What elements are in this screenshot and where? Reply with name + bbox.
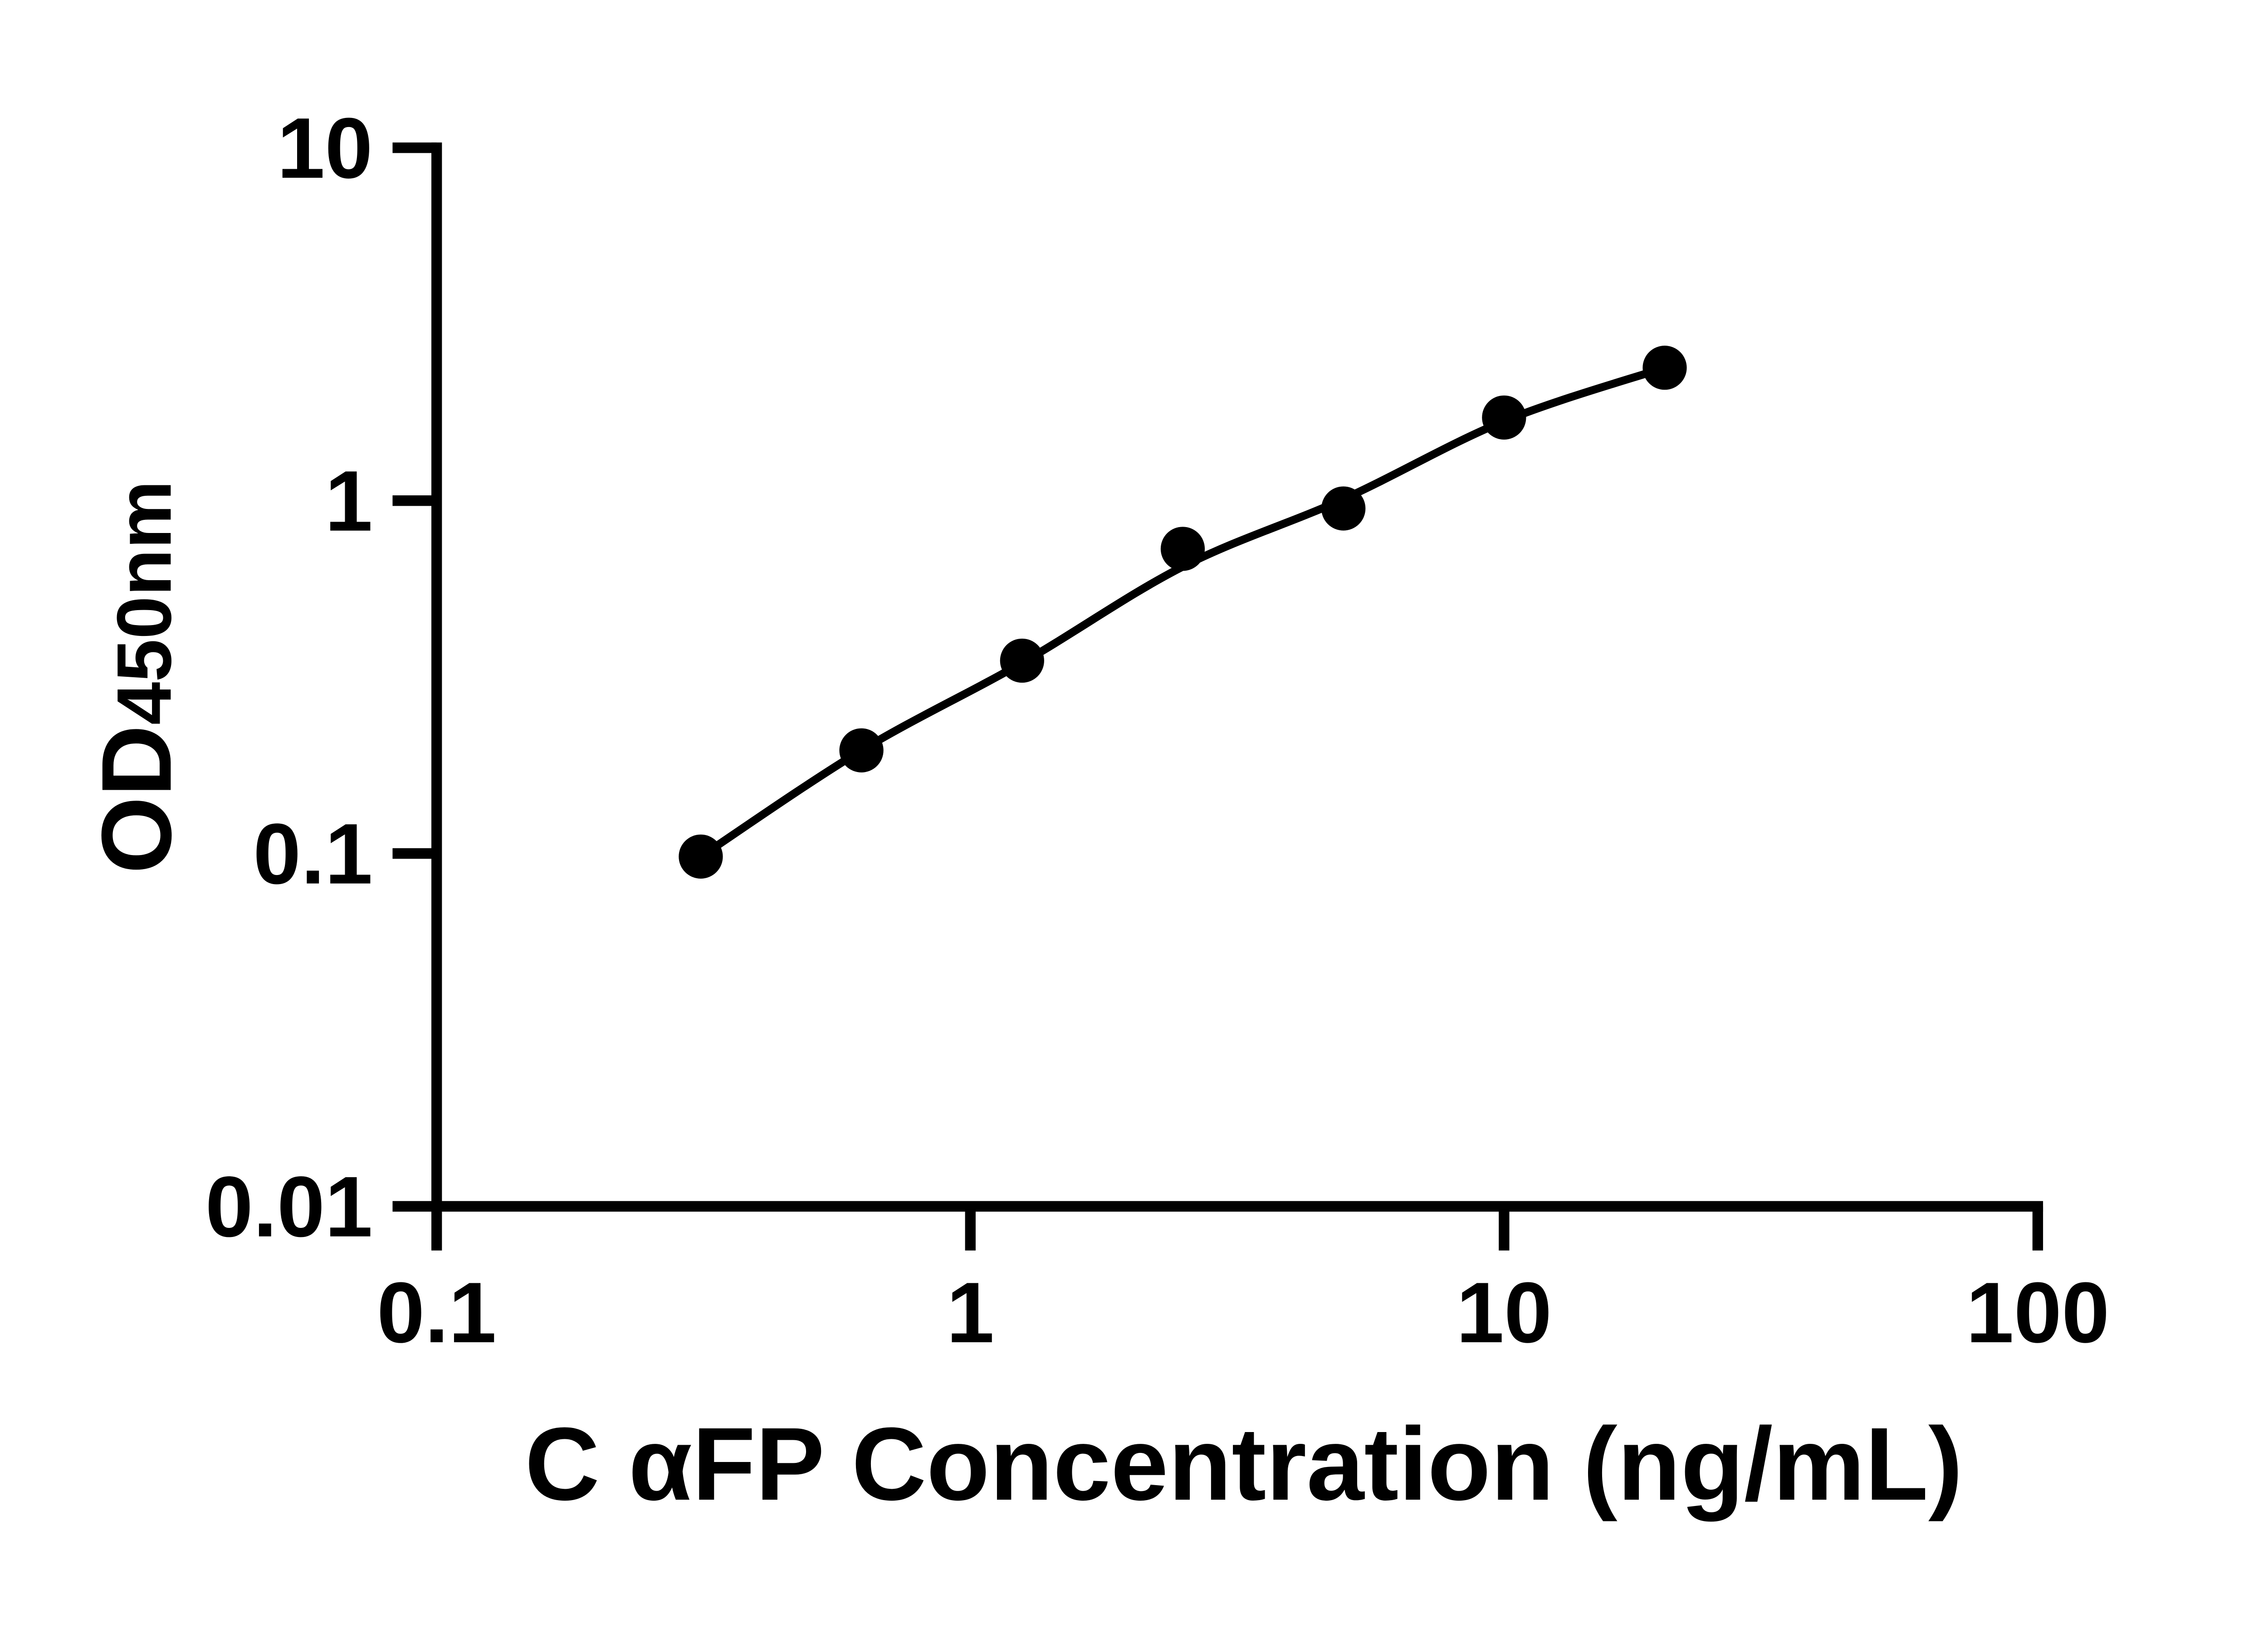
x-tick-label: 10 — [1456, 1265, 1552, 1361]
x-axis-title: C αFP Concentration (ng/mL) — [525, 1406, 1963, 1522]
fit-curve-path — [697, 363, 1669, 861]
y-tick-label: 10 — [277, 100, 373, 196]
data-point — [679, 834, 723, 879]
y-tick-label: 0.1 — [253, 806, 373, 902]
data-points — [679, 346, 1687, 879]
y-axis-title: OD450nm — [81, 480, 192, 874]
data-point — [1642, 346, 1687, 390]
y-tick-label: 0.01 — [205, 1159, 373, 1255]
data-point — [1000, 638, 1044, 683]
x-tick-label: 0.1 — [377, 1265, 497, 1361]
x-tick-label: 100 — [1966, 1265, 2109, 1361]
y-tick-labels: 0.01 0.1 1 10 — [205, 100, 373, 1255]
data-point — [1321, 486, 1366, 531]
x-tick-label: 1 — [947, 1265, 994, 1361]
elisa-standard-curve-figure: 0.1 1 10 100 0.01 0.1 1 10 C αFP Concentration… — [81, 100, 2110, 1522]
data-point — [1160, 527, 1205, 571]
y-axis-title-subscript: 450nm — [101, 480, 187, 725]
data-point — [839, 728, 884, 772]
y-tick-label: 1 — [325, 453, 372, 549]
y-axis-title-main: OD — [81, 725, 192, 874]
axes — [392, 142, 2043, 1251]
x-tick-labels: 0.1 1 10 100 — [377, 1265, 2110, 1361]
data-point — [1482, 395, 1526, 440]
fit-curve — [697, 363, 1669, 861]
